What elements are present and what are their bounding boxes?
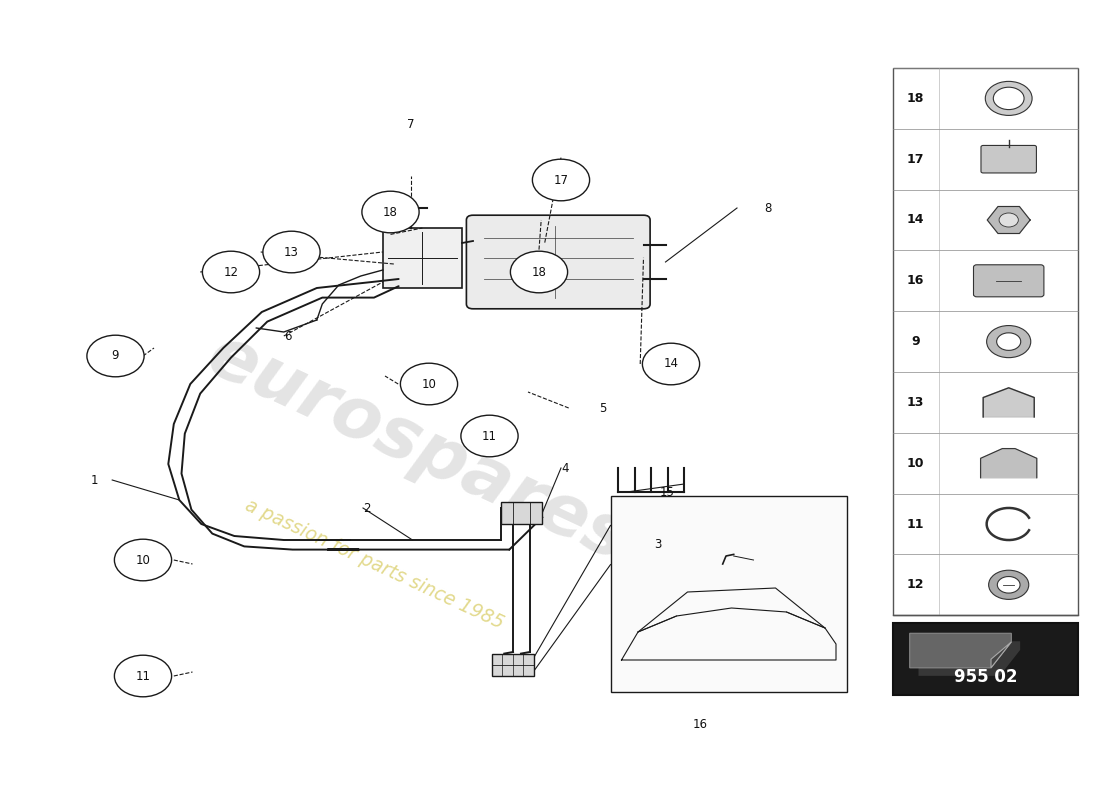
Text: 955 02: 955 02 [954, 668, 1018, 686]
Text: 12: 12 [906, 578, 924, 591]
Text: 14: 14 [906, 214, 924, 226]
Text: 10: 10 [906, 457, 924, 470]
Text: eurospares: eurospares [197, 320, 639, 576]
Polygon shape [918, 642, 1020, 676]
Text: 4: 4 [561, 462, 569, 474]
Text: 9: 9 [112, 350, 119, 362]
Circle shape [114, 539, 172, 581]
Text: 18: 18 [906, 92, 924, 105]
Text: 11: 11 [906, 518, 924, 530]
Text: 17: 17 [553, 174, 569, 186]
Circle shape [400, 363, 458, 405]
Circle shape [532, 159, 590, 201]
Text: 14: 14 [663, 358, 679, 370]
Bar [893, 623, 1078, 695]
Text: a passion for parts since 1985: a passion for parts since 1985 [242, 495, 506, 633]
Bar [492, 654, 534, 676]
Text: 11: 11 [135, 670, 151, 682]
Text: 17: 17 [906, 153, 924, 166]
Polygon shape [991, 642, 1011, 668]
Polygon shape [980, 449, 1037, 478]
FancyBboxPatch shape [466, 215, 650, 309]
Polygon shape [983, 388, 1034, 417]
Circle shape [510, 251, 568, 293]
FancyBboxPatch shape [974, 265, 1044, 297]
FancyBboxPatch shape [981, 146, 1036, 173]
Text: 9: 9 [911, 335, 920, 348]
Text: 18: 18 [383, 206, 398, 218]
Circle shape [461, 415, 518, 457]
Circle shape [114, 655, 172, 697]
Text: 10: 10 [421, 378, 437, 390]
Polygon shape [910, 634, 1011, 668]
Text: 16: 16 [693, 718, 708, 730]
Text: 18: 18 [531, 266, 547, 278]
Text: 2: 2 [363, 502, 371, 514]
Circle shape [642, 343, 700, 385]
Text: 16: 16 [906, 274, 924, 287]
Polygon shape [988, 206, 1030, 234]
Bar [500, 502, 542, 524]
Bar [893, 68, 1078, 615]
Bar [610, 496, 847, 692]
Text: 8: 8 [764, 202, 772, 214]
Text: 7: 7 [407, 118, 415, 130]
Text: 15: 15 [660, 486, 675, 498]
Circle shape [87, 335, 144, 377]
Circle shape [263, 231, 320, 273]
Bar [383, 228, 462, 288]
Text: 13: 13 [906, 396, 924, 409]
Text: 13: 13 [284, 246, 299, 258]
Text: 12: 12 [223, 266, 239, 278]
Text: 11: 11 [482, 430, 497, 442]
Circle shape [999, 213, 1019, 227]
Circle shape [202, 251, 260, 293]
Text: 1: 1 [90, 474, 98, 486]
Text: 6: 6 [284, 330, 292, 342]
Circle shape [362, 191, 419, 233]
Text: 10: 10 [135, 554, 151, 566]
Text: 5: 5 [600, 402, 607, 414]
Text: 3: 3 [654, 538, 662, 550]
